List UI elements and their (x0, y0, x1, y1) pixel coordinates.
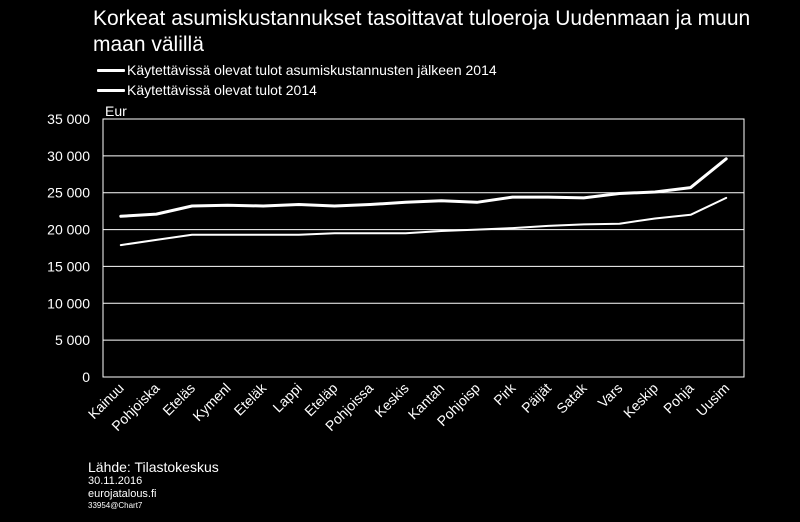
x-tick-label: Pirk (490, 379, 519, 408)
legend: Käytettävissä olevat tulot asumiskustann… (97, 60, 497, 100)
legend-swatch (97, 68, 125, 72)
y-tick-label: 30 000 (47, 148, 90, 164)
x-tick-label: Keskip (620, 380, 661, 421)
x-tick-label: Eteläk (231, 379, 271, 419)
legend-label: Käytettävissä olevat tulot 2014 (127, 82, 317, 98)
y-tick-label: 25 000 (47, 185, 90, 201)
site-note: eurojatalous.fi (88, 488, 157, 500)
y-axis-label: Eur (105, 103, 127, 119)
source-note: Lähde: Tilastokeskus (88, 459, 219, 475)
footer: Lähde: Tilastokeskus 30.11.2016 eurojata… (88, 459, 219, 511)
series-line-1 (119, 196, 728, 247)
y-tick-label: 5 000 (55, 332, 90, 348)
chart-code: 33954@Chart7 (88, 501, 143, 510)
y-tick-label: 0 (82, 369, 90, 385)
legend-swatch (97, 88, 125, 92)
legend-item-after-housing: Käytettävissä olevat tulot asumiskustann… (97, 60, 497, 80)
x-tick-label: Keskis (371, 380, 411, 420)
x-tick-label: Satak (553, 379, 590, 416)
y-tick-label: 20 000 (47, 222, 90, 238)
series-line-2 (119, 157, 728, 218)
chart-title: Korkeat asumiskustannukset tasoittavat t… (93, 7, 751, 56)
legend-label: Käytettävissä olevat tulot asumiskustann… (127, 62, 497, 78)
x-tick-label: Pohja (660, 380, 697, 417)
x-tick-label: Päijät (518, 380, 554, 416)
date-note: 30.11.2016 (88, 475, 143, 487)
legend-item-disposable: Käytettävissä olevat tulot 2014 (97, 80, 497, 100)
x-tick-label: Uusim (693, 380, 732, 419)
y-tick-label: 15 000 (47, 258, 90, 274)
y-tick-label: 10 000 (47, 295, 90, 311)
plot-area-frame (102, 118, 745, 378)
y-tick-label: 35 000 (47, 111, 90, 127)
x-tick-label: Vars (595, 380, 626, 411)
x-tick-label: Kymenl (189, 380, 233, 424)
x-tick-label: Lappi (269, 380, 305, 416)
